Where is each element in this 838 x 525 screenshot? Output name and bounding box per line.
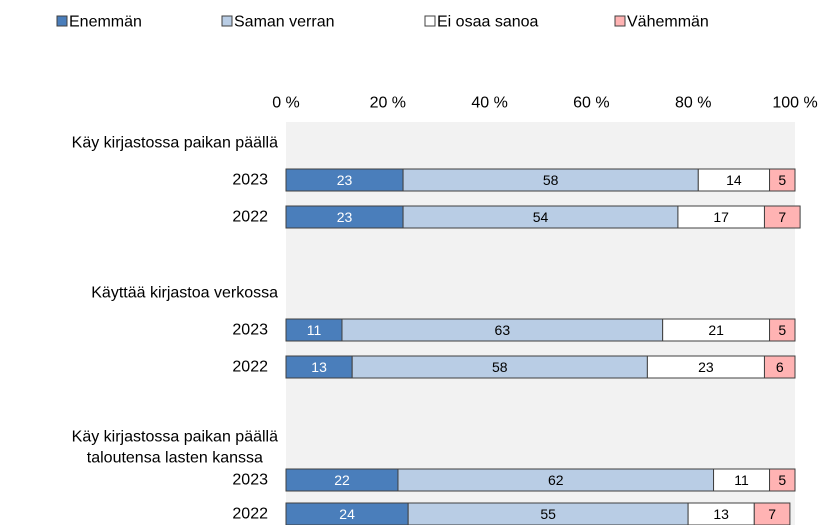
data-label: 14 <box>726 172 742 188</box>
data-label: 13 <box>311 359 327 375</box>
legend-swatch <box>221 15 233 27</box>
bar-segment <box>769 168 796 192</box>
data-label: 11 <box>734 472 749 488</box>
y-tick-label: 2023 <box>232 172 268 189</box>
data-label: 17 <box>713 209 729 225</box>
data-label: 7 <box>768 506 776 522</box>
legend-swatch <box>56 15 68 27</box>
x-tick-label: 80 % <box>675 95 711 112</box>
bar-segment <box>763 355 796 379</box>
data-label: 6 <box>776 359 784 375</box>
group-label: Käy kirjastossa paikan päällä <box>72 429 278 446</box>
bar-segment <box>769 468 796 492</box>
y-tick-label: 2023 <box>232 472 268 489</box>
data-label: 21 <box>708 322 724 338</box>
data-label: 63 <box>495 322 511 338</box>
data-label: 23 <box>337 172 353 188</box>
x-tick-label: 60 % <box>573 95 609 112</box>
y-tick-label: 2022 <box>232 506 268 523</box>
data-label: 23 <box>698 359 714 375</box>
group-label: Käy kirjastossa paikan päällä <box>72 135 278 152</box>
legend-swatch <box>424 15 436 27</box>
data-label: 22 <box>334 472 350 488</box>
data-label: 5 <box>778 472 786 488</box>
x-tick-label: 40 % <box>471 95 507 112</box>
group-label: Käyttää kirjastoa verkossa <box>91 285 278 302</box>
legend-label: Vähemmän <box>627 14 709 31</box>
legend-label: Enemmän <box>69 14 142 31</box>
legend-label: Saman verran <box>234 14 335 31</box>
x-tick-label: 0 % <box>272 95 300 112</box>
data-label: 55 <box>540 506 556 522</box>
bar-segment <box>753 502 791 525</box>
group-label: taloutensa lasten kanssa <box>87 450 263 467</box>
x-tick-label: 100 % <box>772 95 817 112</box>
bar-segment <box>769 318 796 342</box>
data-label: 5 <box>778 172 786 188</box>
y-tick-label: 2022 <box>232 359 268 376</box>
legend-swatch <box>614 15 626 27</box>
data-label: 62 <box>548 472 564 488</box>
data-label: 54 <box>533 209 549 225</box>
bar-segment <box>763 205 801 229</box>
data-label: 23 <box>337 209 353 225</box>
data-label: 11 <box>307 322 322 338</box>
data-label: 58 <box>492 359 508 375</box>
data-label: 7 <box>778 209 786 225</box>
data-label: 13 <box>713 506 729 522</box>
data-label: 58 <box>543 172 559 188</box>
data-label: 24 <box>339 506 355 522</box>
legend-label: Ei osaa sanoa <box>437 14 539 31</box>
data-label: 5 <box>778 322 786 338</box>
y-tick-label: 2023 <box>232 322 268 339</box>
y-tick-label: 2022 <box>232 209 268 226</box>
x-tick-label: 20 % <box>370 95 406 112</box>
